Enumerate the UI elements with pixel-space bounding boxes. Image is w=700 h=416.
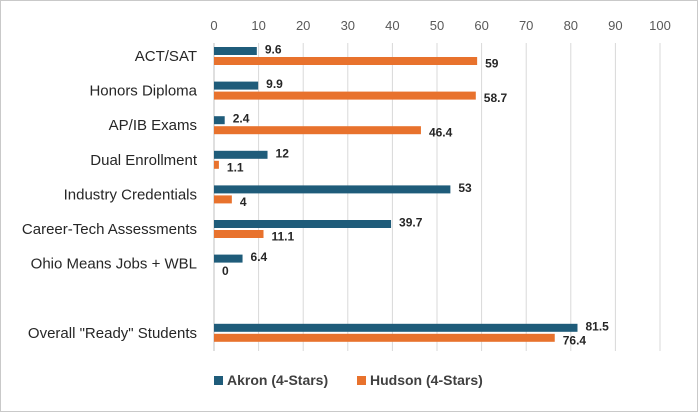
- data-labels: 9.6 59 9.9 58.7 2.4 46.4 12 1.1 53 4 39.7 11.1 6.4 0 8…: [222, 43, 609, 348]
- data-label: 12: [276, 146, 290, 160]
- data-label: 9.9: [266, 77, 283, 91]
- bar: [214, 195, 232, 204]
- x-tick-label: 30: [341, 18, 355, 33]
- x-axis-ticks: 0 10 20 30 40 50 60 70 80 90 100: [210, 18, 670, 33]
- legend-swatch: [214, 376, 223, 385]
- category-label: Honors Diploma: [89, 83, 197, 100]
- legend: Akron (4-Stars) Hudson (4-Stars): [214, 372, 483, 388]
- category-label: ACT/SAT: [135, 48, 197, 65]
- data-label: 2.4: [233, 112, 250, 126]
- bar: [214, 160, 219, 169]
- bar: [214, 150, 268, 159]
- bar: [214, 57, 478, 65]
- x-tick-label: 0: [210, 18, 217, 33]
- x-tick-label: 50: [430, 18, 444, 33]
- data-label: 58.7: [484, 91, 508, 105]
- category-label: AP/IB Exams: [109, 117, 197, 134]
- bar: [214, 254, 243, 263]
- x-tick-label: 80: [564, 18, 578, 33]
- data-label: 81.5: [585, 319, 609, 333]
- category-label: Overall "Ready" Students: [28, 325, 197, 342]
- bar: [214, 126, 421, 135]
- x-tick-label: 60: [474, 18, 488, 33]
- data-label: 46.4: [429, 126, 453, 140]
- category-label: Ohio Means Jobs + WBL: [31, 256, 197, 273]
- data-label: 53: [458, 181, 472, 195]
- data-label: 59: [485, 57, 499, 71]
- category-label: Career-Tech Assessments: [22, 221, 197, 238]
- category-label: Industry Credentials: [64, 186, 197, 203]
- category-labels: ACT/SAT Honors Diploma AP/IB Exams Dual Enr…: [22, 48, 198, 342]
- data-label: 4: [240, 195, 247, 209]
- x-tick-label: 70: [519, 18, 533, 33]
- bar: [214, 230, 264, 238]
- legend-label: Hudson (4-Stars): [370, 372, 483, 388]
- data-label: 6.4: [251, 250, 268, 264]
- data-label: 11.1: [272, 230, 295, 244]
- x-tick-label: 10: [251, 18, 265, 33]
- legend-label: Akron (4-Stars): [227, 372, 328, 388]
- data-label: 1.1: [227, 160, 244, 174]
- x-tick-label: 40: [385, 18, 399, 33]
- x-tick-label: 20: [296, 18, 310, 33]
- bar: [214, 323, 578, 332]
- x-tick-label: 100: [649, 18, 671, 33]
- bar: [214, 116, 225, 125]
- bars: [214, 47, 578, 342]
- bar: [214, 220, 392, 228]
- legend-swatch: [357, 376, 366, 385]
- data-label: 0: [222, 264, 229, 278]
- x-tick-label: 90: [608, 18, 622, 33]
- data-label: 76.4: [563, 333, 587, 347]
- bar: [214, 185, 451, 194]
- category-label: Dual Enrollment: [90, 152, 198, 169]
- bar: [214, 47, 257, 55]
- bar: [214, 81, 259, 90]
- bar: [214, 91, 476, 100]
- data-label: 9.6: [265, 43, 282, 57]
- bar: [214, 333, 555, 342]
- data-label: 39.7: [399, 216, 423, 230]
